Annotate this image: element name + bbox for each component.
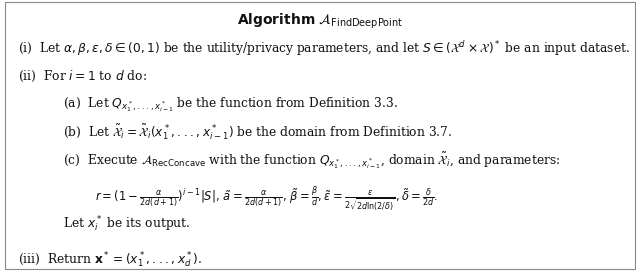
Text: (c)  Execute $\mathcal{A}_{\mathrm{RecConcave}}$ with the function $Q_{x^*_1,...: (c) Execute $\mathcal{A}_{\mathrm{RecCon…: [63, 150, 560, 170]
Text: (iii)  Return $\mathbf{x}^* = (x^*_1,...,x^*_d)$.: (iii) Return $\mathbf{x}^* = (x^*_1,...,…: [18, 249, 202, 270]
Text: (b)  Let $\tilde{\mathcal{X}}_i = \tilde{\mathcal{X}}_i(x^*_1,...,x^*_{i-1})$ be: (b) Let $\tilde{\mathcal{X}}_i = \tilde{…: [63, 122, 452, 142]
Text: (i)  Let $\alpha, \beta, \varepsilon, \delta \in (0,1)$ be the utility/privacy p: (i) Let $\alpha, \beta, \varepsilon, \de…: [18, 39, 630, 58]
Text: (ii)  For $i = 1$ to $d$ do:: (ii) For $i = 1$ to $d$ do:: [18, 69, 147, 84]
Text: Let $x^*_i$ be its output.: Let $x^*_i$ be its output.: [63, 214, 190, 234]
Text: (a)  Let $Q_{x^*_1,...,x^*_{i-1}}$ be the function from Definition 3.3.: (a) Let $Q_{x^*_1,...,x^*_{i-1}}$ be the…: [63, 95, 397, 114]
Text: $\bf{Algorithm}$ $\mathcal{A}_{\mathsf{FindDeepPoint}}$: $\bf{Algorithm}$ $\mathcal{A}_{\mathsf{F…: [237, 12, 403, 31]
Text: $r = (1 - \frac{\alpha}{2d(d+1)})^{i-1}|S|,\, \tilde{a} = \frac{\alpha}{2d(d+1)}: $r = (1 - \frac{\alpha}{2d(d+1)})^{i-1}|…: [95, 184, 438, 213]
FancyBboxPatch shape: [5, 2, 635, 269]
